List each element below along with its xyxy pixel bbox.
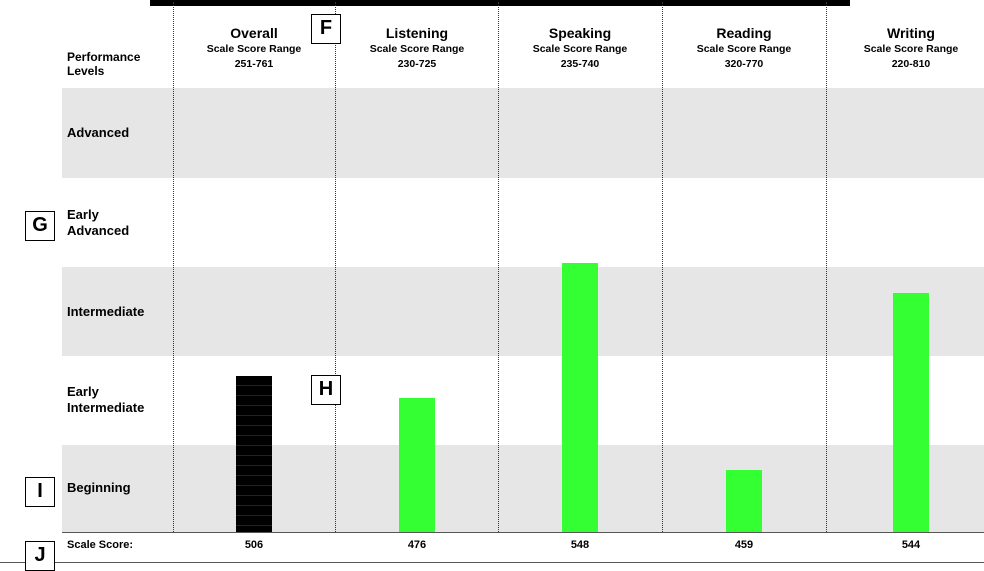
scale-score-overall: 506: [244, 539, 264, 551]
scale-score-writing: 544: [901, 539, 921, 551]
column-header-reading: Reading Scale Score Range 320-770: [664, 25, 824, 72]
scale-score-label: Scale Score:: [67, 539, 134, 551]
column-divider-4: [662, 2, 663, 532]
column-range-writing: 220-810: [891, 58, 931, 70]
bar-speaking: [562, 263, 598, 532]
column-subtitle-writing: Scale Score Range: [863, 43, 959, 55]
score-row-bottom-rule: [0, 562, 984, 563]
column-header-writing: Writing Scale Score Range 220-810: [831, 25, 984, 72]
bar-listening: [399, 398, 435, 532]
column-title-writing: Writing: [887, 25, 935, 41]
column-divider-3: [498, 2, 499, 532]
scale-score-listening: 476: [407, 539, 427, 551]
bar-overall: [236, 376, 272, 532]
level-label-beginning: Beginning: [67, 480, 131, 495]
column-header-speaking: Speaking Scale Score Range 235-740: [500, 25, 660, 72]
bar-reading: [726, 470, 762, 532]
column-title-reading: Reading: [716, 25, 772, 41]
header-clipped-strip: [150, 0, 850, 6]
level-label-early-intermediate: Early Intermediate: [67, 384, 145, 415]
column-subtitle-listening: Scale Score Range: [369, 43, 465, 55]
chart-baseline: [62, 532, 984, 533]
column-divider-5: [826, 2, 827, 532]
marker-j: J: [25, 541, 55, 571]
column-header-overall: Overall Scale Score Range 251-761: [174, 25, 334, 72]
column-range-reading: 320-770: [724, 58, 764, 70]
band-intermediate: [62, 267, 984, 356]
marker-g: G: [25, 211, 55, 241]
column-title-listening: Listening: [385, 25, 449, 41]
level-label-intermediate: Intermediate: [67, 304, 145, 319]
column-subtitle-reading: Scale Score Range: [696, 43, 792, 55]
band-advanced: [62, 88, 984, 178]
marker-h: H: [311, 375, 341, 405]
level-label-advanced: Advanced: [67, 125, 130, 140]
performance-levels-header: Performance Levels: [67, 50, 140, 78]
marker-i: I: [25, 477, 55, 507]
band-beginning: [62, 445, 984, 532]
column-header-listening: Listening Scale Score Range 230-725: [337, 25, 497, 72]
column-divider-2: [335, 2, 336, 532]
column-range-listening: 230-725: [397, 58, 437, 70]
bar-writing: [893, 293, 929, 532]
column-subtitle-speaking: Scale Score Range: [532, 43, 628, 55]
column-range-speaking: 235-740: [560, 58, 600, 70]
marker-f: F: [311, 14, 341, 44]
column-title-overall: Overall: [230, 25, 278, 41]
column-title-speaking: Speaking: [548, 25, 612, 41]
level-label-early-advanced: Early Advanced: [67, 207, 130, 238]
performance-levels-text: Performance Levels: [67, 50, 141, 78]
scale-score-reading: 459: [734, 539, 754, 551]
column-subtitle-overall: Scale Score Range: [206, 43, 302, 55]
scale-score-speaking: 548: [570, 539, 590, 551]
column-divider-1: [173, 2, 174, 532]
column-range-overall: 251-761: [234, 58, 274, 70]
